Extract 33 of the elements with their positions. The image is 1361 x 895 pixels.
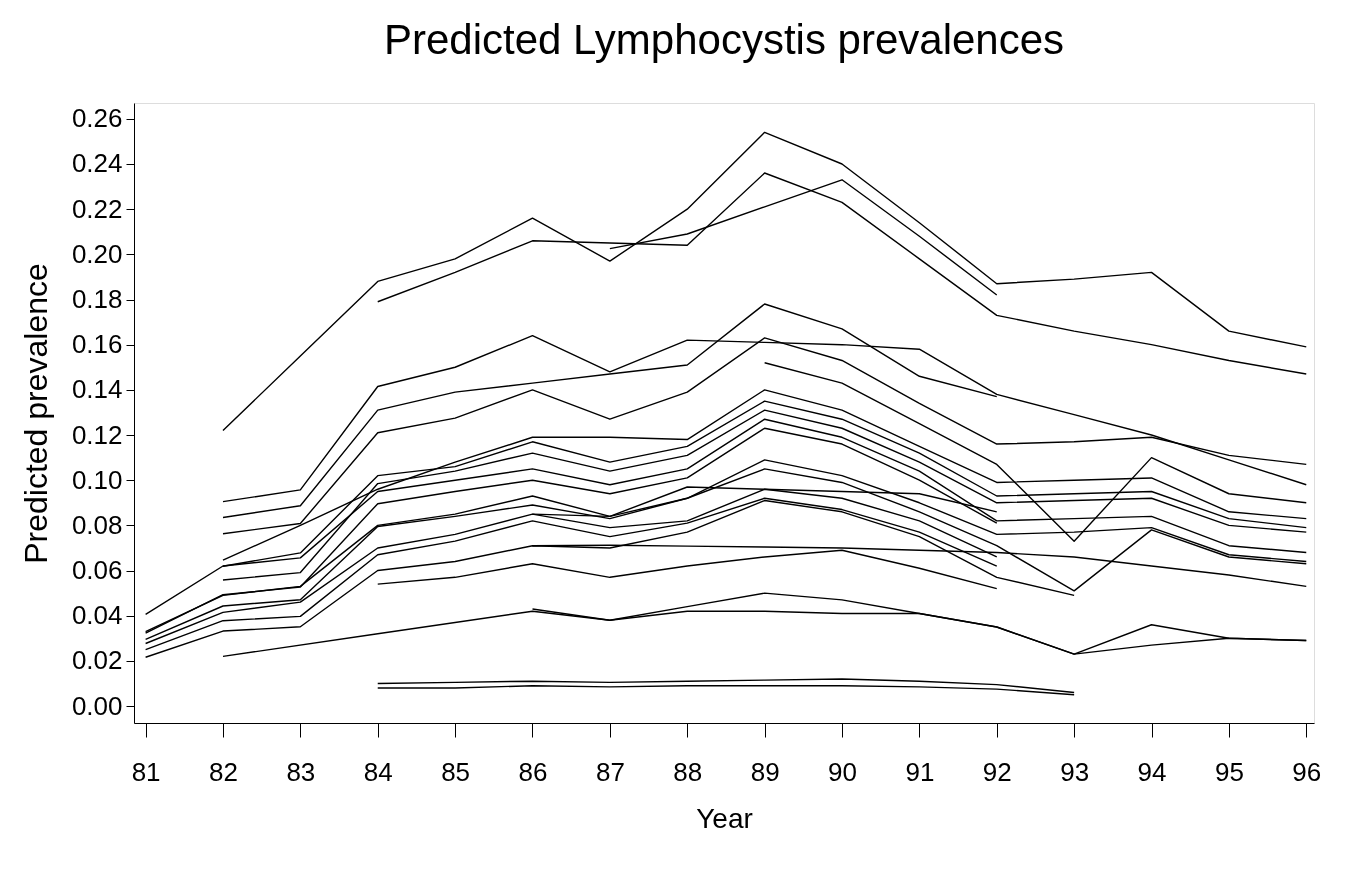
y-tick-label: 0.22: [71, 193, 123, 224]
x-tick-label: 94: [1137, 756, 1167, 787]
x-tick-label: 91: [905, 756, 935, 787]
x-tick-label: 92: [982, 756, 1012, 787]
x-tick-label: 87: [595, 756, 625, 787]
y-tick-label: 0.06: [71, 555, 123, 586]
x-tick-label: 89: [750, 756, 780, 787]
x-tick-label: 86: [518, 756, 548, 787]
y-tick-label: 0.00: [71, 690, 123, 721]
y-tick-label: 0.24: [71, 148, 123, 179]
y-tick-label: 0.10: [71, 464, 123, 495]
x-tick-label: 90: [828, 756, 857, 787]
y-tick-label: 0.14: [71, 374, 123, 405]
y-tick-label: 0.20: [71, 238, 123, 269]
y-tick-label: 0.26: [71, 103, 123, 134]
x-tick-label: 82: [209, 756, 238, 787]
chart-title: Predicted Lymphocystis prevalences: [383, 16, 1065, 63]
y-tick-label: 0.12: [71, 419, 123, 450]
y-tick-label: 0.04: [71, 600, 123, 631]
x-tick-label: 88: [673, 756, 703, 787]
x-tick-label: 83: [286, 756, 316, 787]
x-tick-label: 84: [363, 756, 393, 787]
x-tick-label: 93: [1060, 756, 1090, 787]
x-tick-label: 96: [1292, 756, 1322, 787]
y-tick-label: 0.16: [71, 329, 123, 360]
y-axis-title: Predicted prevalence: [17, 263, 54, 564]
y-tick-label: 0.02: [71, 645, 123, 676]
x-axis-title: Year: [696, 802, 753, 834]
x-tick-label: 85: [441, 756, 471, 787]
y-tick-label: 0.18: [71, 284, 123, 314]
x-tick-label: 81: [131, 756, 161, 787]
y-tick-label: 0.08: [71, 509, 123, 540]
x-tick-label: 95: [1214, 756, 1244, 787]
